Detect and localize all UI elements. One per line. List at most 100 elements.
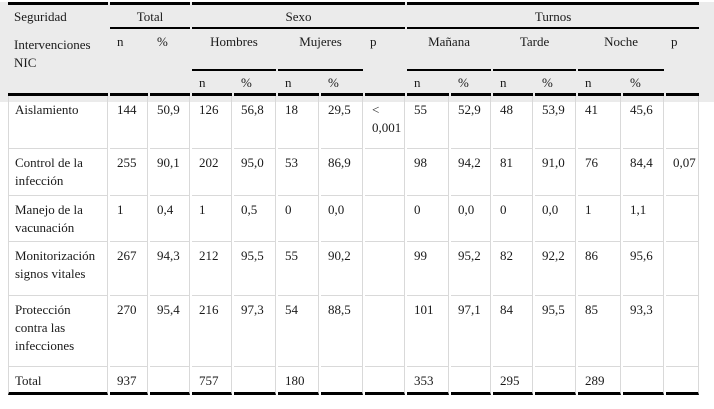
column-group-tarde: Tarde	[493, 29, 577, 71]
cell-total-n: 937	[110, 366, 148, 395]
cell-p-turnos	[666, 241, 700, 295]
cell-manana-n: 101	[407, 295, 450, 366]
table-title-cell: Seguridad Intervenciones NIC	[8, 2, 108, 96]
header-n-pct-row: n % n % n % n % n %	[8, 71, 700, 96]
cell-mujeres-pct: 90,2	[321, 241, 363, 295]
col-header-tarde-pct: %	[535, 71, 577, 96]
cell-manana-pct: 94,2	[451, 148, 492, 195]
col-header-noche-n: n	[578, 71, 622, 96]
header-spacer-cell	[150, 71, 190, 96]
col-header-hombres-pct: %	[234, 71, 276, 96]
column-group-turnos: Turnos	[407, 2, 700, 29]
cell-noche-n: 41	[578, 96, 622, 148]
cell-tarde-pct: 92,2	[535, 241, 577, 295]
cell-noche-pct: 1,1	[623, 195, 665, 241]
cell-tarde-pct: 95,5	[535, 295, 577, 366]
cell-noche-pct: 95,6	[623, 241, 665, 295]
table-title-line1: Seguridad	[14, 9, 67, 24]
table-row: Monitorización signos vitales 267 94,3 212 9…	[8, 241, 700, 295]
cell-noche-n: 289	[578, 366, 622, 395]
column-group-manana: Mañana	[407, 29, 492, 71]
cell-manana-n: 98	[407, 148, 450, 195]
col-header-manana-pct: %	[451, 71, 492, 96]
nic-seguridad-table: Seguridad Intervenciones NIC Total Sexo …	[6, 2, 701, 395]
cell-mujeres-n: 18	[278, 96, 319, 148]
cell-p-turnos: 0,07	[666, 148, 700, 195]
cell-mujeres-pct	[321, 366, 363, 395]
cell-tarde-n: 84	[493, 295, 534, 366]
cell-total-pct	[150, 366, 190, 395]
cell-p-turnos	[666, 295, 700, 366]
cell-total-n: 270	[110, 295, 148, 366]
cell-manana-n: 99	[407, 241, 450, 295]
column-group-sexo: Sexo	[192, 2, 406, 29]
row-label: Aislamiento	[8, 96, 108, 148]
cell-noche-n: 86	[578, 241, 622, 295]
cell-tarde-pct: 0,0	[535, 195, 577, 241]
cell-p-turnos	[666, 96, 700, 148]
cell-total-pct: 0,4	[150, 195, 190, 241]
col-header-p-sexo: p	[370, 34, 377, 49]
header-spacer-cell	[110, 71, 148, 96]
col-header-tarde-n: n	[493, 71, 534, 96]
cell-noche-pct: 93,3	[623, 295, 665, 366]
cell-hombres-n: 212	[192, 241, 232, 295]
cell-p-sexo	[365, 195, 406, 241]
cell-mujeres-pct: 0,0	[321, 195, 363, 241]
cell-total-pct: 95,4	[150, 295, 190, 366]
cell-tarde-pct: 53,9	[535, 96, 577, 148]
cell-total-pct: 90,1	[150, 148, 190, 195]
header-spacer-cell	[666, 71, 700, 96]
cell-manana-pct: 97,1	[451, 295, 492, 366]
cell-tarde-pct: 91,0	[535, 148, 577, 195]
column-group-hombres: Hombres	[192, 29, 276, 71]
cell-hombres-pct: 97,3	[234, 295, 276, 366]
cell-hombres-n: 126	[192, 96, 232, 148]
cell-p-sexo	[365, 366, 406, 395]
cell-mujeres-n: 54	[278, 295, 319, 366]
cell-manana-pct: 95,2	[451, 241, 492, 295]
cell-noche-pct: 45,6	[623, 96, 665, 148]
row-label: Protección contra las infecciones	[8, 295, 108, 366]
column-group-total: Total	[110, 2, 190, 29]
row-label: Monitorización signos vitales	[8, 241, 108, 295]
cell-tarde-pct	[535, 366, 577, 395]
header-group-row: Seguridad Intervenciones NIC Total Sexo …	[8, 2, 700, 96]
cell-p-turnos	[666, 195, 700, 241]
row-label: Total	[8, 366, 108, 395]
cell-p-turnos	[666, 366, 700, 395]
cell-mujeres-n: 53	[278, 148, 319, 195]
table-title-line2: Intervenciones NIC	[14, 37, 91, 70]
col-header-mujeres-pct: %	[321, 71, 363, 96]
header-spacer-cell	[365, 71, 406, 96]
col-header-p-turnos: p	[671, 34, 678, 49]
cell-hombres-pct: 95,0	[234, 148, 276, 195]
cell-hombres-pct: 95,5	[234, 241, 276, 295]
cell-p-sexo	[365, 148, 406, 195]
cell-mujeres-pct: 86,9	[321, 148, 363, 195]
col-header-total-pct: %	[157, 34, 168, 49]
cell-total-n: 267	[110, 241, 148, 295]
cell-noche-n: 76	[578, 148, 622, 195]
cell-tarde-n: 82	[493, 241, 534, 295]
col-header-noche-pct: %	[623, 71, 665, 96]
cell-mujeres-pct: 88,5	[321, 295, 363, 366]
cell-hombres-pct: 56,8	[234, 96, 276, 148]
col-header-total-n: n	[117, 34, 124, 49]
cell-noche-n: 85	[578, 295, 622, 366]
cell-mujeres-pct: 29,5	[321, 96, 363, 148]
row-label: Manejo de la vacunación	[8, 195, 108, 241]
cell-manana-n: 353	[407, 366, 450, 395]
cell-noche-pct: 84,4	[623, 148, 665, 195]
col-header-hombres-n: n	[192, 71, 232, 96]
cell-p-sexo: < 0,001	[365, 96, 406, 148]
table-row: Total 937 757 180 353 295 289	[8, 366, 700, 395]
cell-hombres-n: 202	[192, 148, 232, 195]
column-group-mujeres: Mujeres	[278, 29, 363, 71]
cell-hombres-n: 216	[192, 295, 232, 366]
cell-tarde-n: 48	[493, 96, 534, 148]
cell-manana-pct: 0,0	[451, 195, 492, 241]
cell-manana-n: 0	[407, 195, 450, 241]
cell-manana-pct: 52,9	[451, 96, 492, 148]
